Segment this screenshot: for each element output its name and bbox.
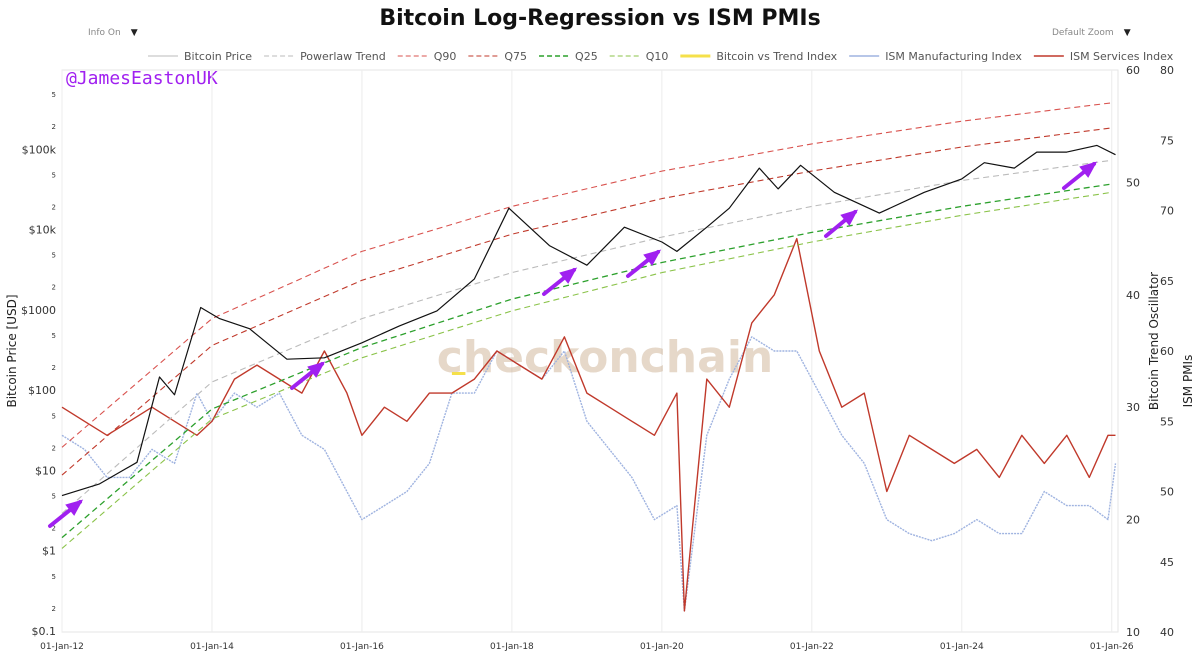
zoom-toggle-label: Default Zoom <box>1052 28 1114 38</box>
arrow-head-icon <box>643 249 662 266</box>
y-right-tick-label: 80 <box>1160 64 1174 77</box>
y-left-tick-label: 2 <box>52 444 56 452</box>
y-mid-tick-label: 10 <box>1126 626 1140 639</box>
x-tick-label: 01-Jan-14 <box>190 642 234 652</box>
powerlaw-trend-line <box>61 159 1112 514</box>
legend-label: Q75 <box>504 50 527 63</box>
x-tick-label: 01-Jan-12 <box>40 642 84 652</box>
y-left-tick-label: $10k <box>29 224 57 237</box>
legend-label: Q90 <box>434 50 457 63</box>
y-left-tick-label: 5 <box>52 252 56 260</box>
y-left-tick-label: 5 <box>52 171 56 179</box>
y-right-tick-label: 50 <box>1160 486 1174 499</box>
legend-label: Bitcoin Price <box>184 50 252 63</box>
chevron-down-icon: ▼ <box>130 28 138 38</box>
y-right-tick-label: 55 <box>1160 415 1174 428</box>
y-mid-tick-label: 40 <box>1126 289 1140 302</box>
y-mid-axis-title: Bitcoin Trend Oscillator <box>1147 272 1161 410</box>
q25-line <box>61 183 1112 539</box>
y-mid-tick-label: 20 <box>1126 514 1140 527</box>
y-right-tick-label: 45 <box>1160 556 1174 569</box>
q75-line <box>61 127 1112 476</box>
y-left-tick-label: 2 <box>52 605 56 613</box>
arrow-head-icon <box>307 361 326 378</box>
y-left-tick-label: $10 <box>35 464 56 477</box>
x-tick-label: 01-Jan-22 <box>790 642 834 652</box>
watermark-text: checkonchain <box>437 332 773 383</box>
y-right-tick-label: 65 <box>1160 275 1174 288</box>
x-tick-label: 01-Jan-24 <box>940 642 984 652</box>
y-left-axis-title: Bitcoin Price [USD] <box>5 294 19 407</box>
x-tick-label: 01-Jan-18 <box>490 642 534 652</box>
y-left-tick-label: 5 <box>52 332 56 340</box>
arrow-head-icon <box>559 267 578 284</box>
q90-line <box>61 102 1112 448</box>
y-right-tick-label: 40 <box>1160 626 1174 639</box>
arrow-head-icon <box>840 209 859 226</box>
y-left-tick-label: $0.1 <box>32 625 57 638</box>
y-left-tick-label: $100k <box>22 143 57 156</box>
y-left-tick-label: 5 <box>52 573 56 581</box>
y-mid-tick-label: 30 <box>1126 401 1140 414</box>
y-right-tick-label: 60 <box>1160 345 1174 358</box>
y-left-tick-label: 5 <box>52 412 56 420</box>
info-toggle[interactable]: Info On ▼ <box>88 28 138 38</box>
x-tick-label: 01-Jan-16 <box>340 642 384 652</box>
y-left-tick-label: 2 <box>52 284 56 292</box>
y-right-axis-title: ISM PMIs <box>1181 355 1195 408</box>
x-tick-label: 01-Jan-20 <box>640 642 684 652</box>
legend-label: Q25 <box>575 50 598 63</box>
legend-label: Bitcoin vs Trend Index <box>716 50 837 63</box>
legend-label: ISM Manufacturing Index <box>885 50 1022 63</box>
y-left-tick-label: 2 <box>52 203 56 211</box>
y-mid-tick-label: 50 <box>1126 176 1140 189</box>
ism-services-line <box>61 237 1116 612</box>
y-right-tick-label: 70 <box>1160 205 1174 218</box>
y-left-tick-label: 5 <box>52 493 56 501</box>
arrow-head-icon <box>65 499 84 516</box>
ism-manufacturing-line <box>61 336 1117 612</box>
y-right-tick-label: 75 <box>1160 134 1174 147</box>
y-left-tick-label: 2 <box>52 525 56 533</box>
zoom-toggle[interactable]: Default Zoom ▼ <box>1052 28 1131 38</box>
legend-label: Powerlaw Trend <box>300 50 386 63</box>
arrow-head-icon <box>1079 161 1098 178</box>
y-left-tick-label: $100 <box>28 384 56 397</box>
author-handle: @JamesEastonUK <box>66 68 218 89</box>
y-mid-tick-label: 60 <box>1126 64 1140 77</box>
y-left-tick-label: 5 <box>52 91 56 99</box>
y-left-tick-label: $1 <box>42 545 56 558</box>
info-toggle-label: Info On <box>88 28 121 38</box>
chart-title: Bitcoin Log-Regression vs ISM PMIs <box>379 6 821 31</box>
chevron-down-icon: ▼ <box>1123 28 1131 38</box>
q10-line <box>61 191 1112 549</box>
legend-label: ISM Services Index <box>1070 50 1174 63</box>
y-left-tick-label: 2 <box>52 364 56 372</box>
x-tick-label: 01-Jan-26 <box>1090 642 1134 652</box>
y-left-tick-label: 2 <box>52 123 56 131</box>
bitcoin-price-line <box>61 144 1116 497</box>
legend-label: Q10 <box>646 50 669 63</box>
y-left-tick-label: $1000 <box>21 304 56 317</box>
